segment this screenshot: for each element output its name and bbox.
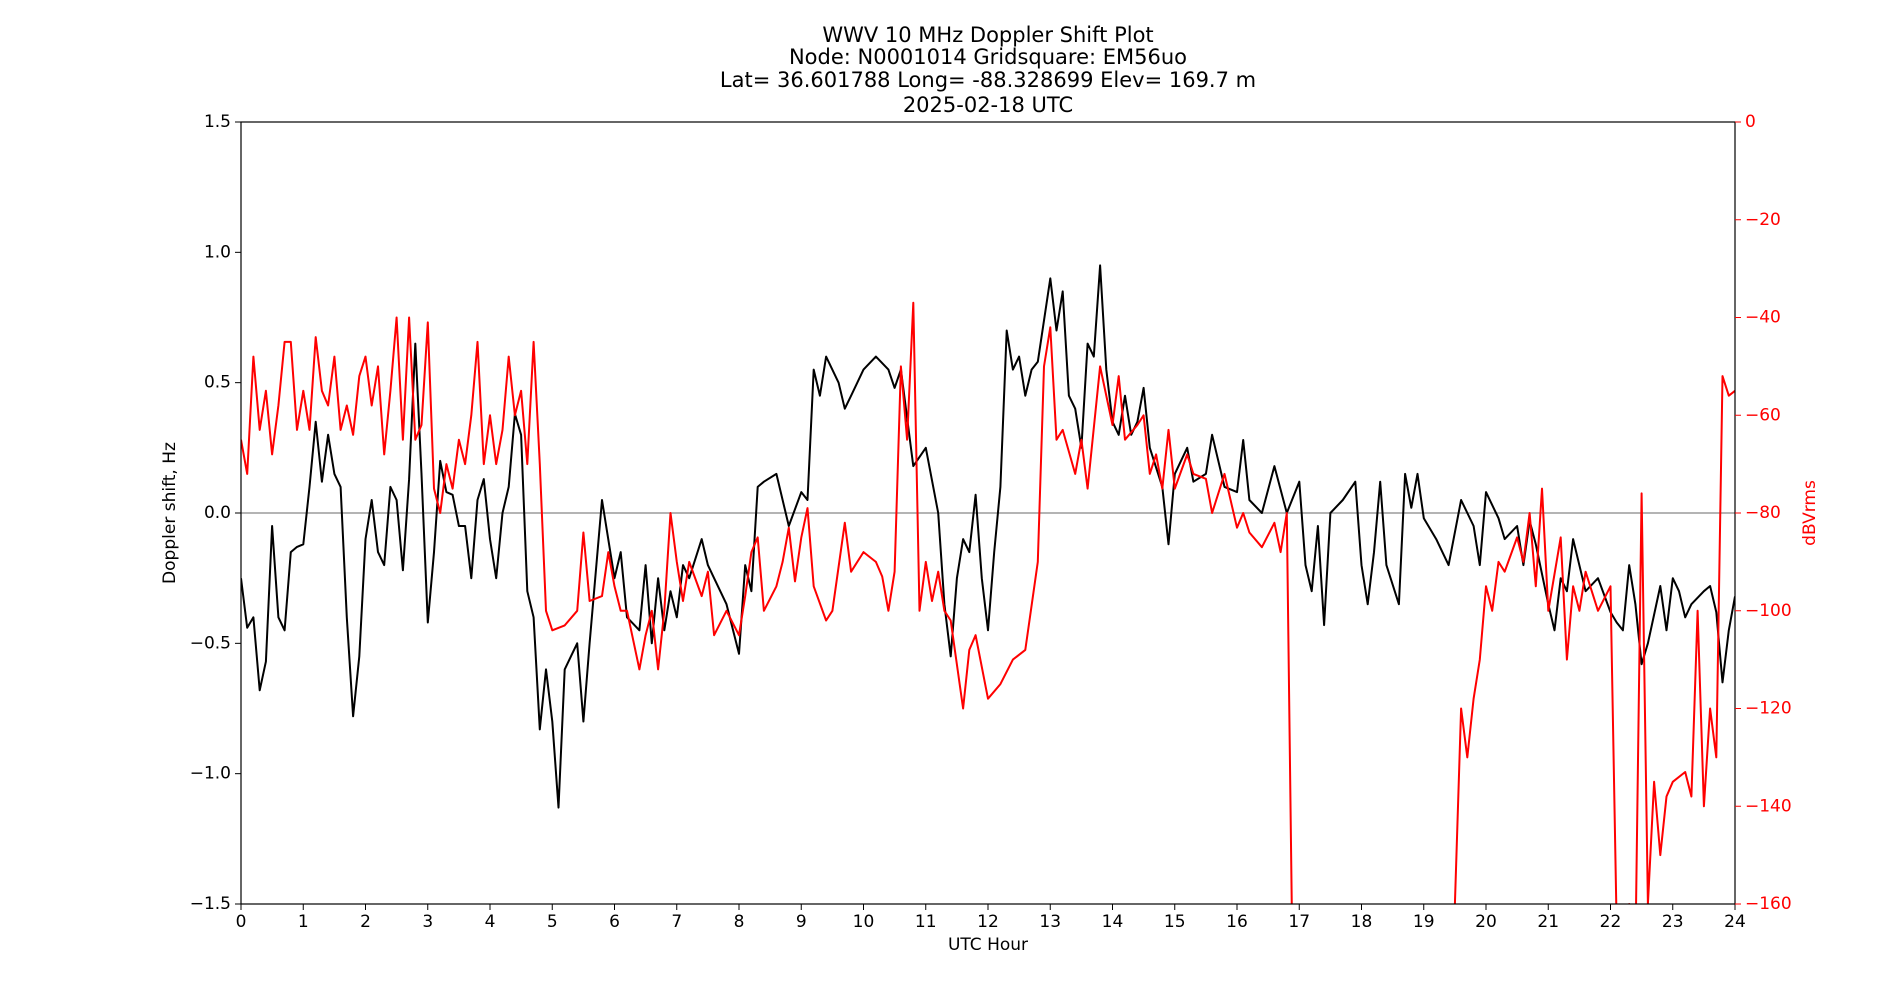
x-tick-label: 15 xyxy=(1164,912,1186,932)
x-tick-label: 1 xyxy=(298,912,309,932)
chart-subtitle: Node: N0001014 Gridsquare: EM56uo xyxy=(789,45,1187,69)
x-tick-label: 19 xyxy=(1413,912,1435,932)
x-tick-label: 2 xyxy=(360,912,371,932)
x-tick-label: 0 xyxy=(236,912,247,932)
chart-subtitle: Lat= 36.601788 Long= -88.328699 Elev= 16… xyxy=(720,68,1256,92)
x-tick-label: 14 xyxy=(1102,912,1124,932)
x-tick-label: 13 xyxy=(1039,912,1061,932)
plot-area xyxy=(241,264,1735,904)
y-tick-label: −0.5 xyxy=(190,633,231,653)
x-tick-label: 12 xyxy=(977,912,999,932)
x-tick-label: 22 xyxy=(1600,912,1622,932)
data-line xyxy=(241,301,1735,904)
chart-title: WWV 10 MHz Doppler Shift Plot xyxy=(822,23,1153,47)
y2-tick-label: −140 xyxy=(1745,796,1792,816)
y2-tick-label: 0 xyxy=(1745,112,1756,132)
x-tick-label: 21 xyxy=(1537,912,1559,932)
x-tick-label: 8 xyxy=(734,912,745,932)
x-tick-label: 5 xyxy=(547,912,558,932)
y2-tick-label: −20 xyxy=(1745,210,1781,230)
y2-tick-label: −80 xyxy=(1745,503,1781,523)
y2-tick-label: −120 xyxy=(1745,699,1792,719)
chart-subtitle: 2025-02-18 UTC xyxy=(903,93,1073,117)
x-tick-label: 18 xyxy=(1351,912,1373,932)
y2-tick-label: −100 xyxy=(1745,601,1792,621)
x-tick-label: 9 xyxy=(796,912,807,932)
x-tick-label: 20 xyxy=(1475,912,1497,932)
y-tick-label: 1.0 xyxy=(204,242,231,262)
data-line xyxy=(241,264,1735,809)
x-tick-label: 24 xyxy=(1724,912,1746,932)
x-tick-label: 23 xyxy=(1662,912,1684,932)
x-tick-label: 17 xyxy=(1288,912,1310,932)
y-tick-label: 0.0 xyxy=(204,503,231,523)
x-tick-label: 7 xyxy=(671,912,682,932)
y2-tick-label: −60 xyxy=(1745,405,1781,425)
y-tick-label: −1.0 xyxy=(190,764,231,784)
y-tick-label: −1.5 xyxy=(190,894,231,914)
x-tick-label: 4 xyxy=(485,912,496,932)
y-tick-label: 0.5 xyxy=(204,373,231,393)
y2-axis-label: dBVrms xyxy=(1800,480,1820,546)
x-tick-label: 16 xyxy=(1226,912,1248,932)
x-axis-label: UTC Hour xyxy=(948,935,1028,955)
y-axis-label: Doppler shift, Hz xyxy=(160,442,180,584)
x-tick-label: 10 xyxy=(853,912,875,932)
y2-tick-label: −160 xyxy=(1745,894,1792,914)
y2-tick-label: −40 xyxy=(1745,308,1781,328)
x-tick-label: 3 xyxy=(422,912,433,932)
x-tick-label: 6 xyxy=(609,912,620,932)
x-tick-label: 11 xyxy=(915,912,937,932)
y-tick-label: 1.5 xyxy=(204,112,231,132)
